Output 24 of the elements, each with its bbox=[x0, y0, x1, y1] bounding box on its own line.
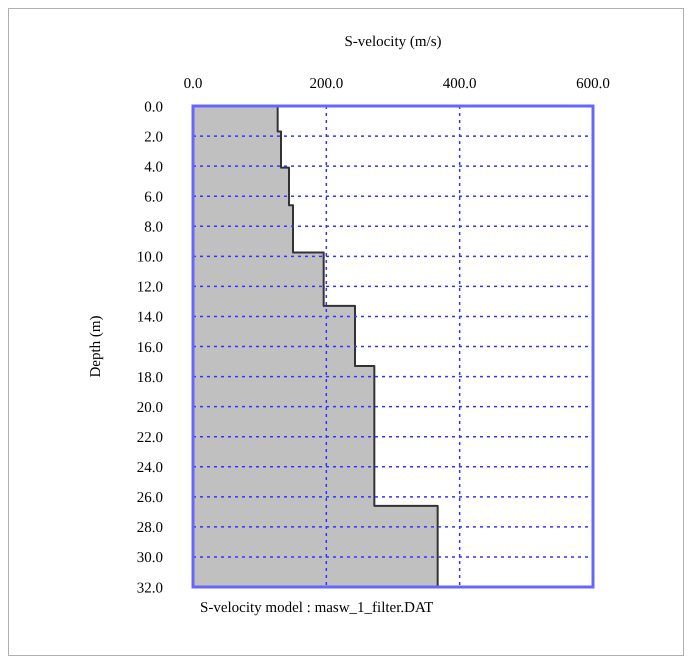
y-tick-label: 32.0 bbox=[136, 580, 163, 596]
y-tick-label: 26.0 bbox=[136, 490, 163, 506]
y-tick-label: 24.0 bbox=[136, 460, 163, 476]
y-tick-label: 16.0 bbox=[136, 340, 163, 356]
text: S-velocity model : masw_1_filter.DAT bbox=[200, 600, 434, 616]
y-tick-label: 6.0 bbox=[144, 189, 163, 206]
y-tick-label: 22.0 bbox=[136, 430, 163, 446]
y-tick-label: 0.0 bbox=[144, 99, 163, 116]
y-tick-label: 2.0 bbox=[144, 129, 163, 146]
x-tick-label: 200.0 bbox=[309, 76, 344, 92]
x-tick-label: 400.0 bbox=[442, 76, 477, 92]
y-tick-label: 28.0 bbox=[136, 520, 163, 536]
y-tick-label: 10.0 bbox=[136, 250, 163, 266]
x-tick-label: 0.0 bbox=[184, 76, 202, 92]
y-tick-label: 30.0 bbox=[136, 550, 163, 566]
y-tick-label: 18.0 bbox=[136, 370, 163, 386]
x-axis-title: S-velocity (m/s) bbox=[344, 34, 442, 50]
y-tick-label: 14.0 bbox=[136, 310, 163, 326]
y-tick-label: 4.0 bbox=[144, 159, 163, 176]
y-tick-label: 12.0 bbox=[136, 280, 163, 296]
y-axis-title: Depth (m) bbox=[88, 315, 104, 378]
y-tick-label: 20.0 bbox=[136, 400, 163, 416]
x-tick-label: 600.0 bbox=[576, 76, 610, 92]
y-tick-label: 8.0 bbox=[144, 220, 163, 236]
